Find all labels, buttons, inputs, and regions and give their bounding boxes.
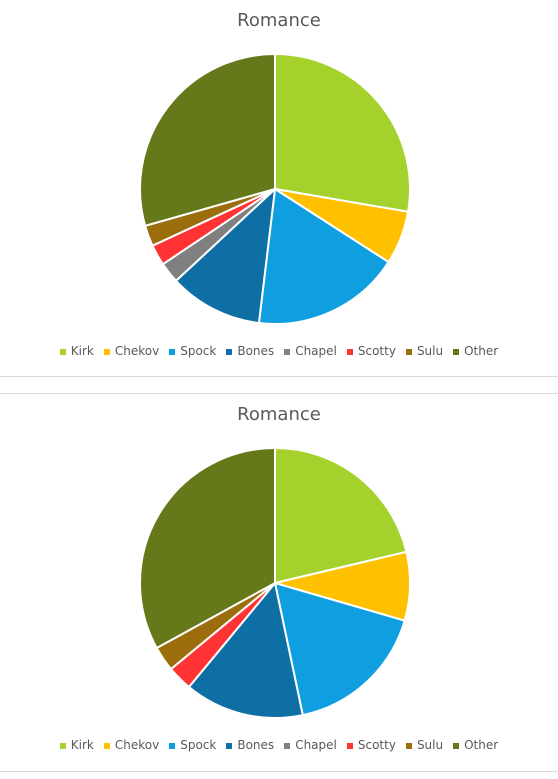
legend-item-chapel: Chapel — [284, 738, 337, 752]
legend-item-spock: Spock — [169, 344, 216, 358]
legend-item-bones: Bones — [226, 344, 274, 358]
pie-slice-kirk — [274, 52, 411, 213]
legend-label: Kirk — [70, 344, 94, 358]
pie-chart — [139, 446, 411, 719]
legend-swatch — [284, 348, 291, 355]
pie-slice-bones — [174, 186, 277, 325]
legend-label: Scotty — [357, 344, 396, 358]
legend-label: Other — [464, 344, 499, 358]
chart-legend: Kirk Chekov Spock Bones Chapel Scotty Sulu Othe… — [0, 344, 558, 358]
legend-item-other: Other — [453, 738, 498, 752]
legend-item-other: Other — [453, 344, 498, 358]
legend-swatch — [405, 742, 412, 749]
legend-item-chapel: Chapel — [284, 344, 337, 358]
legend-label: Bones — [237, 738, 275, 752]
pie-slice-bones — [187, 580, 304, 719]
pie-slice-other — [139, 52, 276, 228]
legend-label: Scotty — [357, 738, 396, 752]
legend-item-scotty: Scotty — [346, 344, 396, 358]
legend-item-sulu: Sulu — [405, 344, 444, 358]
chart-panel-2: Romance Kirk Chekov Spock Bones Chapel Scotty… — [0, 394, 558, 770]
chart-title: Romance — [237, 10, 321, 31]
pie-chart — [139, 52, 411, 325]
legend-item-bones: Bones — [226, 738, 274, 752]
pie-slice-spock — [273, 581, 406, 717]
pie-slice-other — [139, 446, 276, 650]
legend-swatch — [103, 742, 110, 749]
legend-label: Sulu — [416, 738, 444, 752]
legend-label: Chekov — [114, 344, 160, 358]
legend-item-kirk: Kirk — [59, 344, 94, 358]
legend-swatch — [453, 742, 460, 749]
chart-panel-1: Romance Kirk Chekov Spock Bones Chapel Scotty… — [0, 0, 558, 376]
legend-swatch — [59, 742, 66, 749]
legend-label: Spock — [180, 344, 217, 358]
legend-item-chekov: Chekov — [103, 738, 160, 752]
legend-item-chekov: Chekov — [103, 344, 160, 358]
legend-item-scotty: Scotty — [346, 738, 396, 752]
divider — [0, 376, 558, 377]
legend-swatch — [453, 348, 460, 355]
legend-swatch — [346, 348, 353, 355]
divider — [0, 771, 558, 772]
legend-swatch — [59, 348, 66, 355]
legend-item-spock: Spock — [169, 738, 216, 752]
legend-label: Chapel — [295, 344, 337, 358]
legend-swatch — [103, 348, 110, 355]
legend-label: Chekov — [114, 738, 160, 752]
legend-swatch — [169, 348, 176, 355]
legend-swatch — [405, 348, 412, 355]
chart-legend: Kirk Chekov Spock Bones Chapel Scotty Sulu Othe… — [0, 738, 558, 752]
legend-label: Kirk — [70, 738, 94, 752]
chart-title: Romance — [237, 404, 321, 425]
legend-swatch — [284, 742, 291, 749]
legend-label: Bones — [237, 344, 275, 358]
legend-label: Spock — [180, 738, 217, 752]
divider — [0, 393, 558, 394]
pie-slice-spock — [257, 187, 390, 325]
pie-slice-kirk — [274, 446, 408, 585]
legend-item-kirk: Kirk — [59, 738, 94, 752]
legend-label: Chapel — [295, 738, 337, 752]
legend-item-sulu: Sulu — [405, 738, 444, 752]
legend-swatch — [346, 742, 353, 749]
legend-label: Sulu — [416, 344, 444, 358]
legend-swatch — [169, 742, 176, 749]
legend-swatch — [226, 348, 233, 355]
legend-label: Other — [464, 738, 499, 752]
legend-swatch — [226, 742, 233, 749]
